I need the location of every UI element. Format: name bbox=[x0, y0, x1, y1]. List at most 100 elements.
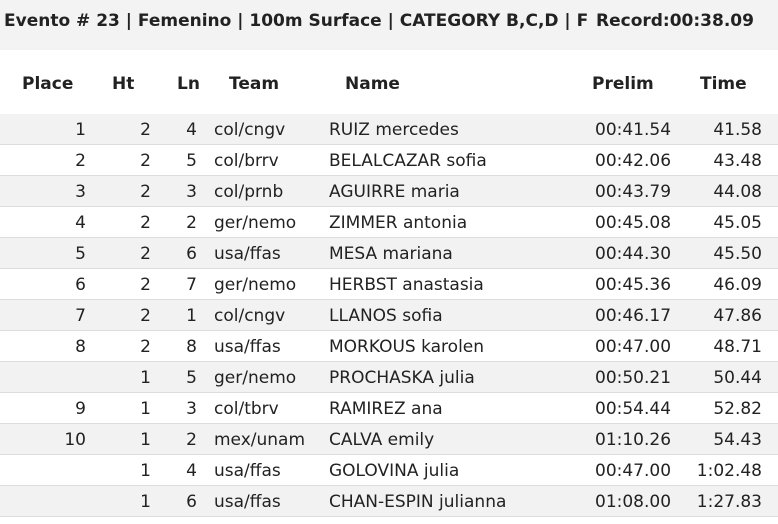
cell-ht: 1 bbox=[140, 399, 151, 419]
cell-place: 6 bbox=[75, 275, 86, 295]
cell-ht: 1 bbox=[140, 430, 151, 450]
column-header-prelim: Prelim bbox=[592, 74, 654, 94]
cell-name: PROCHASKA julia bbox=[329, 368, 475, 388]
column-header-name: Name bbox=[345, 74, 400, 94]
cell-ln: 3 bbox=[186, 399, 197, 419]
table-row: 6 2 7 ger/nemo HERBST anastasia 00:45.36… bbox=[0, 269, 778, 300]
cell-prelim: 00:45.08 bbox=[595, 213, 672, 233]
cell-prelim: 01:08.00 bbox=[595, 492, 672, 512]
table-row: 7 2 1 col/cngv LLANOS sofia 00:46.17 47.… bbox=[0, 300, 778, 331]
cell-prelim: 00:54.44 bbox=[595, 399, 672, 419]
cell-name: AGUIRRE maria bbox=[329, 182, 460, 202]
cell-ln: 4 bbox=[186, 120, 197, 140]
cell-ln: 2 bbox=[186, 213, 197, 233]
table-row: 9 1 3 col/tbrv RAMIREZ ana 00:54.44 52.8… bbox=[0, 393, 778, 424]
cell-team: usa/ffas bbox=[214, 337, 281, 357]
cell-team: ger/nemo bbox=[214, 213, 297, 233]
cell-ht: 2 bbox=[140, 244, 151, 264]
column-header-time: Time bbox=[700, 74, 747, 94]
cell-name: CHAN-ESPIN julianna bbox=[329, 492, 507, 512]
cell-name: RUIZ mercedes bbox=[329, 120, 459, 140]
cell-ln: 7 bbox=[186, 275, 197, 295]
cell-prelim: 00:42.06 bbox=[595, 151, 672, 171]
event-header: Evento # 23 | Femenino | 100m Surface | … bbox=[0, 0, 778, 50]
cell-team: usa/ffas bbox=[214, 461, 281, 481]
cell-place: 3 bbox=[75, 182, 86, 202]
cell-place: 1 bbox=[75, 120, 86, 140]
cell-ht: 2 bbox=[140, 337, 151, 357]
cell-team: col/cngv bbox=[214, 120, 286, 140]
cell-ln: 2 bbox=[186, 430, 197, 450]
cell-ln: 4 bbox=[186, 461, 197, 481]
cell-team: ger/nemo bbox=[214, 368, 297, 388]
table-row: 1 6 usa/ffas CHAN-ESPIN julianna 01:08.0… bbox=[0, 486, 778, 517]
cell-ht: 1 bbox=[140, 461, 151, 481]
cell-time: 54.43 bbox=[713, 430, 762, 450]
cell-team: usa/ffas bbox=[214, 492, 281, 512]
table-row: 1 4 usa/ffas GOLOVINA julia 00:47.00 1:0… bbox=[0, 455, 778, 486]
cell-ht: 2 bbox=[140, 275, 151, 295]
cell-time: 52.82 bbox=[713, 399, 762, 419]
event-title: Evento # 23 | Femenino | 100m Surface | … bbox=[4, 11, 589, 31]
cell-time: 1:27.83 bbox=[696, 492, 762, 512]
cell-prelim: 00:41.54 bbox=[595, 120, 672, 140]
cell-place: 5 bbox=[75, 244, 86, 264]
cell-ht: 2 bbox=[140, 182, 151, 202]
cell-name: RAMIREZ ana bbox=[329, 399, 443, 419]
cell-prelim: 00:45.36 bbox=[595, 275, 672, 295]
results-table-body: 1 2 4 col/cngv RUIZ mercedes 00:41.54 41… bbox=[0, 114, 778, 517]
cell-name: HERBST anastasia bbox=[329, 275, 484, 295]
cell-time: 45.50 bbox=[713, 244, 762, 264]
cell-ln: 5 bbox=[186, 151, 197, 171]
cell-ht: 2 bbox=[140, 306, 151, 326]
cell-team: col/prnb bbox=[214, 182, 284, 202]
cell-time: 50.44 bbox=[713, 368, 762, 388]
cell-prelim: 01:10.26 bbox=[595, 430, 672, 450]
cell-place: 8 bbox=[75, 337, 86, 357]
cell-ln: 8 bbox=[186, 337, 197, 357]
cell-name: LLANOS sofia bbox=[329, 306, 443, 326]
cell-name: BELALCAZAR sofia bbox=[329, 151, 487, 171]
cell-time: 48.71 bbox=[713, 337, 762, 357]
cell-time: 45.05 bbox=[713, 213, 762, 233]
cell-prelim: 00:47.00 bbox=[595, 337, 672, 357]
column-header-ln: Ln bbox=[177, 74, 200, 94]
cell-time: 47.86 bbox=[713, 306, 762, 326]
cell-prelim: 00:46.17 bbox=[595, 306, 672, 326]
cell-ht: 2 bbox=[140, 151, 151, 171]
cell-team: usa/ffas bbox=[214, 244, 281, 264]
cell-team: ger/nemo bbox=[214, 275, 297, 295]
cell-place: 4 bbox=[75, 213, 86, 233]
cell-time: 44.08 bbox=[713, 182, 762, 202]
cell-ht: 1 bbox=[140, 492, 151, 512]
table-row: 4 2 2 ger/nemo ZIMMER antonia 00:45.08 4… bbox=[0, 207, 778, 238]
cell-ln: 6 bbox=[186, 244, 197, 264]
cell-name: CALVA emily bbox=[329, 430, 435, 450]
cell-team: mex/unam bbox=[214, 430, 306, 450]
cell-name: MORKOUS karolen bbox=[329, 337, 485, 357]
cell-ht: 2 bbox=[140, 120, 151, 140]
cell-time: 41.58 bbox=[713, 120, 762, 140]
table-row: 8 2 8 usa/ffas MORKOUS karolen 00:47.00 … bbox=[0, 331, 778, 362]
cell-ln: 5 bbox=[186, 368, 197, 388]
cell-name: GOLOVINA julia bbox=[329, 461, 460, 481]
cell-team: col/tbrv bbox=[214, 399, 279, 419]
table-row: 2 2 5 col/brrv BELALCAZAR sofia 00:42.06… bbox=[0, 145, 778, 176]
cell-name: MESA mariana bbox=[329, 244, 453, 264]
cell-time: 1:02.48 bbox=[696, 461, 762, 481]
cell-prelim: 00:50.21 bbox=[595, 368, 672, 388]
cell-team: col/brrv bbox=[214, 151, 279, 171]
cell-name: ZIMMER antonia bbox=[329, 213, 468, 233]
table-row: 1 2 4 col/cngv RUIZ mercedes 00:41.54 41… bbox=[0, 114, 778, 145]
cell-team: col/cngv bbox=[214, 306, 286, 326]
cell-prelim: 00:43.79 bbox=[595, 182, 672, 202]
cell-ln: 1 bbox=[186, 306, 197, 326]
cell-place: 7 bbox=[75, 306, 86, 326]
column-header-team: Team bbox=[229, 74, 280, 94]
table-row: 5 2 6 usa/ffas MESA mariana 00:44.30 45.… bbox=[0, 238, 778, 269]
event-record: Record:00:38.09 bbox=[596, 11, 754, 31]
cell-ht: 2 bbox=[140, 213, 151, 233]
table-row: 1 5 ger/nemo PROCHASKA julia 00:50.21 50… bbox=[0, 362, 778, 393]
cell-place: 2 bbox=[75, 151, 86, 171]
cell-ln: 6 bbox=[186, 492, 197, 512]
